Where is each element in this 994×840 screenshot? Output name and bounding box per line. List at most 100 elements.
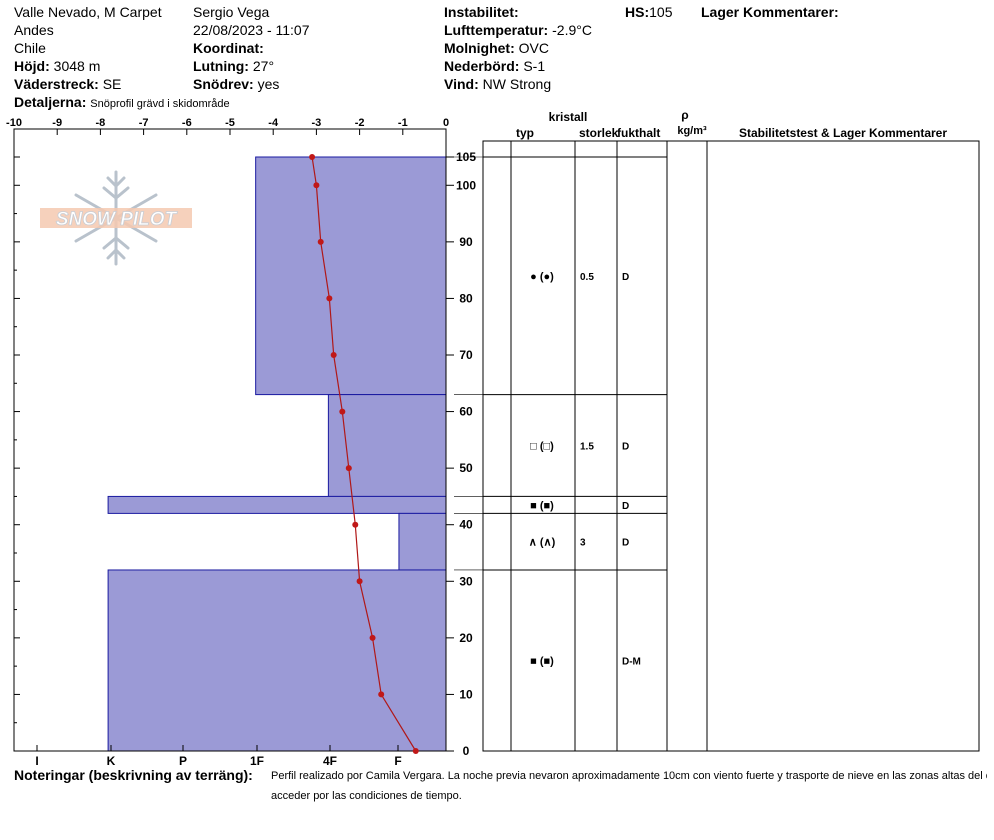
- coord-label: Koordinat:: [193, 40, 264, 56]
- precip-row: Nederbörd: S-1: [444, 58, 545, 74]
- notes-line-2: acceder por las condiciones de tiempo.: [271, 790, 462, 802]
- height-tick-label: 70: [459, 348, 473, 362]
- wind-row: Vind: NW Strong: [444, 76, 551, 92]
- slope-label: Lutning:: [193, 58, 249, 74]
- crystal-type-symbol: ∧ (∧): [529, 537, 556, 549]
- notes-line-1: Perfil realizado por Camila Vergara. La …: [271, 770, 987, 782]
- snowpilot-logo: SNOW PILOT: [38, 168, 198, 268]
- table-frame: [482, 140, 980, 752]
- datetime: 22/08/2023 - 11:07: [193, 22, 310, 38]
- hardness-tick-label: 4F: [323, 754, 337, 768]
- details-label: Detaljerna:: [14, 94, 87, 110]
- temperature-point: [352, 521, 359, 528]
- crystal-type-symbol: ■ (■): [530, 655, 554, 667]
- hardness-tick-label: 1F: [250, 754, 264, 768]
- stability-header: Stabilitetstest & Lager Kommentarer: [739, 126, 947, 140]
- height-tick-label: 0: [463, 744, 470, 758]
- moisture-value: D-M: [622, 656, 641, 667]
- temperature-point: [412, 748, 419, 754]
- airtemp-value: -2.9°C: [552, 22, 592, 38]
- drift-value: yes: [257, 76, 280, 92]
- wind-value: NW Strong: [482, 76, 552, 92]
- precip-value: S-1: [523, 58, 546, 74]
- layer-table: ● (●) 0.5 D □ (□) 1.5 D ■ (■) D ∧ (∧) 3 D ■ (■) D-M: [454, 140, 980, 752]
- moisture-header: fukthalt: [617, 126, 660, 140]
- temperature-point: [326, 295, 333, 302]
- crystal-type-symbol: □ (□): [530, 441, 554, 453]
- temperature-point: [378, 691, 385, 698]
- hardness-tick-label: F: [394, 754, 401, 768]
- temp-tick-label: -6: [182, 117, 192, 129]
- airtemp-row: Lufttemperatur: -2.9°C: [444, 22, 592, 38]
- drift-label: Snödrev:: [193, 76, 254, 92]
- aspect-label: Väderstreck:: [14, 76, 99, 92]
- observer: Sergio Vega: [193, 4, 270, 20]
- temp-tick-label: 0: [443, 117, 449, 129]
- hs-label: HS:: [625, 4, 650, 20]
- elevation-row: Höjd: 3048 m: [14, 58, 100, 74]
- crystal-size: 3: [580, 538, 586, 549]
- crystal-size: 1.5: [580, 442, 594, 453]
- crystal-header: kristall: [549, 110, 588, 124]
- slope-value: 27°: [252, 58, 275, 74]
- temp-tick-label: -4: [268, 117, 279, 129]
- temperature-point: [356, 578, 363, 585]
- temp-tick-label: -3: [312, 117, 322, 129]
- precip-label: Nederbörd:: [444, 58, 520, 74]
- airtemp-label: Lufttemperatur:: [444, 22, 549, 38]
- moisture-value: D: [622, 442, 629, 453]
- crystal-type-symbol: ■ (■): [530, 500, 554, 512]
- rho-header: ρ: [681, 108, 688, 122]
- moisture-value: D: [622, 272, 629, 283]
- temperature-point: [309, 154, 316, 160]
- temp-tick-label: -10: [6, 117, 22, 129]
- moisture-value: D: [622, 538, 629, 549]
- snowflake-icon: SNOW PILOT: [40, 170, 192, 266]
- crystal-type-symbol: ● (●): [530, 271, 554, 283]
- temp-tick-label: -2: [355, 117, 365, 129]
- sky-row: Molnighet: OVC: [444, 40, 549, 56]
- temperature-point: [313, 182, 320, 189]
- temp-tick-label: -1: [398, 117, 408, 129]
- density-header: kg/m³: [677, 125, 707, 137]
- type-header: typ: [516, 126, 534, 140]
- hardness-tick-label: I: [35, 754, 38, 768]
- temperature-point: [369, 634, 376, 641]
- height-tick-label: 10: [459, 687, 473, 701]
- hs-row: HS:105: [625, 4, 672, 20]
- hardness-bar: [398, 512, 447, 571]
- height-tick-label: 60: [459, 405, 473, 419]
- temp-tick-label: -5: [225, 117, 235, 129]
- temperature-point: [339, 408, 346, 415]
- height-tick-label: 100: [456, 178, 476, 192]
- sky-value: OVC: [518, 40, 549, 56]
- details-row: Detaljerna: Snöprofil grävd i skidområde: [14, 94, 230, 112]
- range: Andes: [14, 22, 54, 38]
- crystal-size: 0.5: [580, 272, 594, 283]
- country: Chile: [14, 40, 46, 56]
- sky-label: Molnighet:: [444, 40, 515, 56]
- hardness-bar: [107, 569, 447, 752]
- hs-value: 105: [649, 4, 673, 20]
- temperature-point: [345, 465, 352, 472]
- details-value: Snöprofil grävd i skidområde: [90, 98, 230, 110]
- aspect-value: SE: [102, 76, 122, 92]
- height-tick-label: 20: [459, 631, 473, 645]
- temp-tick-label: -7: [139, 117, 149, 129]
- elevation-label: Höjd:: [14, 58, 50, 74]
- temperature-profile: [309, 154, 419, 754]
- height-tick-label: 30: [459, 574, 473, 588]
- location: Valle Nevado, M Carpet: [14, 4, 162, 20]
- hardness-tick-label: P: [179, 754, 187, 768]
- aspect-row: Väderstreck: SE: [14, 76, 121, 92]
- logo-text: SNOW PILOT: [56, 209, 178, 230]
- temp-tick-label: -8: [96, 117, 106, 129]
- temperature-point: [330, 352, 337, 358]
- moisture-value: D: [622, 501, 629, 512]
- drift-row: Snödrev: yes: [193, 76, 279, 92]
- temperature-line: [311, 156, 417, 752]
- height-tick-label: 40: [459, 518, 473, 532]
- height-tick-label: 50: [459, 461, 473, 475]
- hardness-tick-label: K: [107, 754, 116, 768]
- hardness-bar: [107, 495, 447, 514]
